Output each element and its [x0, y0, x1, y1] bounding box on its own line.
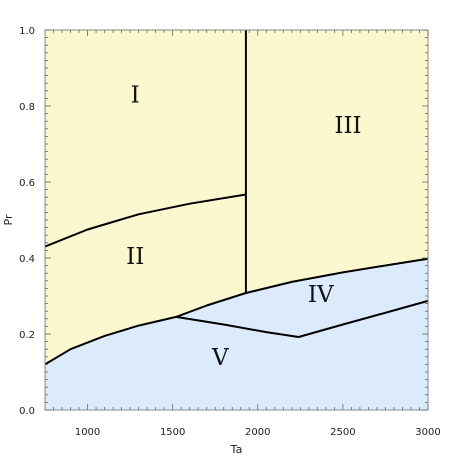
curve-I-II	[44, 193, 247, 248]
region-IV-lower-boundary	[175, 299, 429, 338]
y-tick-label: 1.0	[19, 26, 35, 37]
region-label-V: V	[211, 345, 229, 371]
y-axis-label: Pr	[2, 214, 15, 225]
x-axis-ticks: 1000 1500 2000 2500 3000	[53, 30, 441, 438]
lower-region-fill	[45, 258, 428, 410]
y-tick-label: 0.6	[19, 178, 35, 189]
x-tick-label: 2500	[330, 427, 355, 438]
x-tick-label: 2000	[245, 427, 270, 438]
x-tick-label: 1500	[160, 427, 185, 438]
region-label-II: II	[126, 244, 144, 270]
region-label-I: I	[131, 83, 140, 109]
region-label-IV: IV	[308, 282, 334, 308]
boundary-lines	[44, 30, 429, 366]
x-axis-label: Ta	[230, 443, 243, 456]
region-fills	[45, 30, 428, 410]
x-tick-label: 1000	[75, 427, 100, 438]
y-tick-label: 0.8	[19, 102, 35, 113]
y-tick-label: 0.4	[19, 254, 35, 265]
upper-white-blue-boundary	[44, 257, 429, 366]
y-axis-ticks: 0.0 0.2 0.4 0.6 0.8 1.0	[19, 26, 428, 417]
y-tick-label: 0.0	[19, 406, 35, 417]
region-label-III: III	[334, 113, 361, 139]
y-tick-label: 0.2	[19, 330, 35, 341]
x-tick-label: 3000	[415, 427, 440, 438]
